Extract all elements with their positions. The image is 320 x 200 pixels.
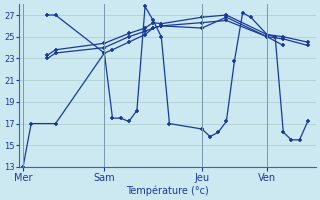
X-axis label: Température (°c): Température (°c) — [126, 185, 209, 196]
